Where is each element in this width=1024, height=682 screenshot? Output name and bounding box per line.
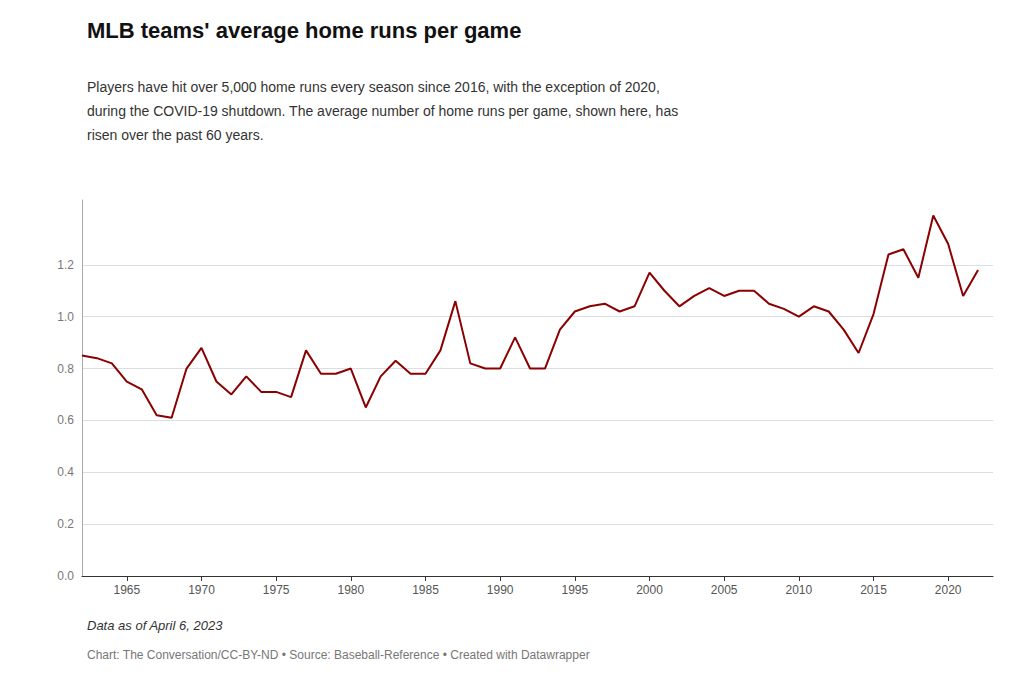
svg-text:1970: 1970 [188,583,215,597]
svg-text:1990: 1990 [487,583,514,597]
svg-text:1980: 1980 [337,583,364,597]
svg-text:0.0: 0.0 [57,569,74,583]
svg-text:0.2: 0.2 [57,517,74,531]
svg-text:1985: 1985 [412,583,439,597]
svg-text:1.0: 1.0 [57,310,74,324]
svg-text:0.4: 0.4 [57,465,74,479]
svg-text:2020: 2020 [935,583,962,597]
svg-text:1975: 1975 [263,583,290,597]
svg-text:0.8: 0.8 [57,362,74,376]
svg-text:2015: 2015 [860,583,887,597]
svg-text:1995: 1995 [561,583,588,597]
svg-text:MLB teams' average home runs p: MLB teams' average home runs per game [87,18,521,43]
svg-text:risen over the past 60 years.: risen over the past 60 years. [87,127,264,143]
svg-text:Players have hit over 5,000 ho: Players have hit over 5,000 home runs ev… [87,79,660,95]
svg-text:2000: 2000 [636,583,663,597]
svg-text:2005: 2005 [711,583,738,597]
svg-text:Data as of April 6, 2023: Data as of April 6, 2023 [87,618,223,633]
svg-text:1.2: 1.2 [57,258,74,272]
svg-text:1965: 1965 [113,583,140,597]
svg-text:Chart: The Conversation/CC-BY-: Chart: The Conversation/CC-BY-ND • Sourc… [87,648,590,662]
svg-text:2010: 2010 [786,583,813,597]
svg-text:0.6: 0.6 [57,413,74,427]
svg-text:during the COVID-19 shutdown.: during the COVID-19 shutdown. The averag… [87,103,678,119]
